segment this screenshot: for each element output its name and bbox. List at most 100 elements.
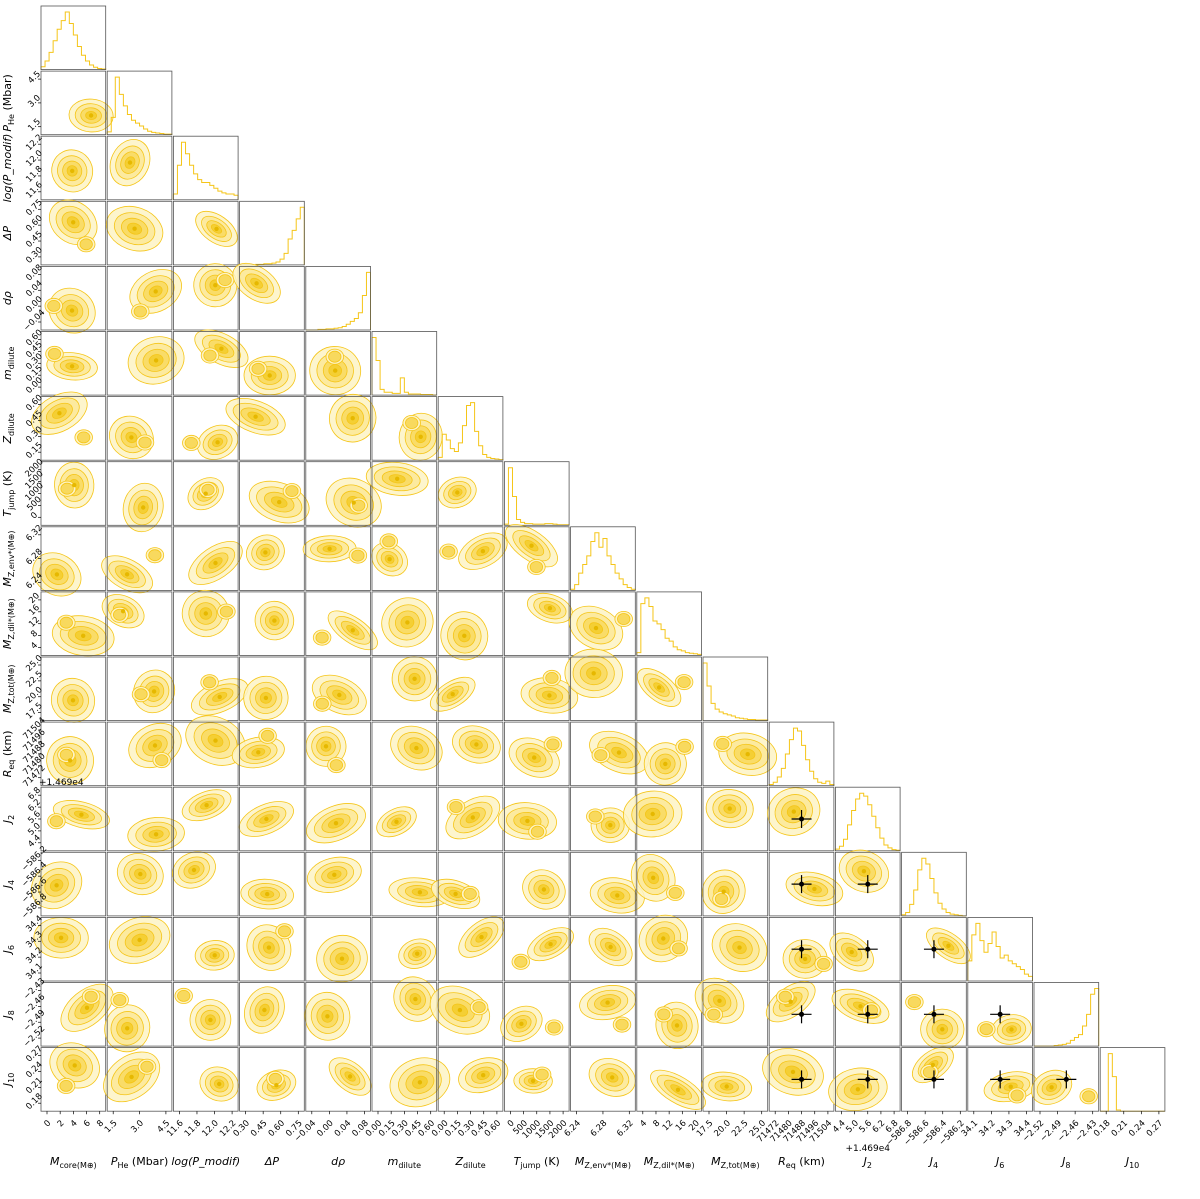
contour-panel-4-8 (302, 526, 371, 591)
contour-peak-0-13 (54, 883, 59, 888)
contour-lobe-1-16-1 (140, 1060, 154, 1073)
histogram-step-15 (1034, 988, 1100, 1047)
panel-frame-14-16 (967, 1047, 1033, 1112)
contour-peak-2-5 (219, 346, 224, 351)
contour-peak-4-16 (347, 1074, 353, 1079)
panel-frame-3-13 (239, 851, 305, 917)
xlabel-16: J10 (1124, 1155, 1139, 1170)
observation-marker-1 (791, 875, 812, 894)
histogram-panel-8-8 (570, 526, 636, 591)
contour-peak-6-12 (470, 815, 475, 820)
contour-lobe-1-11-1 (155, 754, 169, 766)
xtick-label-16-1: 0.21 (1110, 1118, 1130, 1138)
contour-peak-12-16 (855, 1087, 861, 1092)
contour-peak-11-13 (812, 886, 817, 892)
contour-peak-12-13 (861, 869, 867, 874)
xtick-label-0-4: 8 (95, 1118, 106, 1129)
contour-panel-0-2: 11.611.812.012.2 log(P_modif) (1, 133, 107, 202)
contour-peak-8-14 (608, 944, 613, 950)
contour-lobe-2-9-1 (219, 605, 233, 618)
contour-lobe-7-12-1 (530, 825, 545, 838)
observation-marker-3 (791, 1005, 812, 1024)
contour-panel-9-11 (636, 721, 702, 787)
ytick-label-10-2: 22.5 (24, 669, 44, 689)
histogram-step-6 (437, 402, 504, 461)
contour-peak-4-6 (350, 416, 355, 421)
xtick-label-1-0: 1.5 (103, 1118, 120, 1135)
contour-panel-1-9 (101, 591, 173, 656)
contour-panel-2-9 (172, 589, 239, 656)
contour-peak-3-9 (272, 618, 277, 623)
contour-panel-1-10 (106, 656, 176, 721)
contour-lobe-2-6-1 (184, 436, 198, 449)
contour-panel-3-13 (239, 851, 305, 917)
panel-frame-3-8 (239, 526, 305, 591)
observation-marker-11 (923, 1070, 944, 1089)
panel-frame-0-0 (40, 5, 107, 70)
contour-lobe-11-15-1 (778, 990, 792, 1003)
histogram-panel-9-9 (636, 591, 702, 656)
xtick-label-4-1: 0.00 (315, 1118, 335, 1138)
contour-peak-3-10 (263, 695, 269, 701)
contour-peak-1-3 (132, 226, 137, 231)
contour-peak-1-2 (127, 160, 133, 165)
contour-peak-13-15 (940, 1027, 945, 1032)
contour-lobe-8-12-1 (588, 810, 602, 823)
panel-frame-11-11 (768, 721, 835, 787)
panel-frame-14-15 (967, 982, 1033, 1047)
contour-lobe-9-11-1 (677, 740, 692, 753)
contour-lobe-1-10-1 (134, 688, 148, 701)
histogram-panel-7-7 (503, 461, 570, 526)
panel-frame-5-6 (371, 396, 438, 461)
contour-peak-2-14 (212, 953, 217, 958)
contour-panel-2-5 (172, 329, 249, 396)
contour-peak-10-16 (724, 1084, 729, 1089)
panel-frame-6-13 (437, 851, 504, 917)
contour-panel-3-15 (239, 982, 305, 1047)
xtick-label-10-0: 17.5 (695, 1118, 715, 1138)
contour-peak-9-13 (651, 875, 656, 880)
contour-panel-6-11 (437, 721, 504, 787)
contour-lobe-11-14-1 (816, 958, 831, 970)
contour-panel-10-15 (694, 977, 769, 1047)
ylabel-6: Zdilute (1, 413, 16, 444)
contour-peak-10-13 (721, 889, 726, 894)
ytick-label-9-1: 8 (29, 629, 40, 640)
xtick-label-8-0: 6.24 (563, 1118, 583, 1138)
contour-peak-0-15 (84, 1005, 90, 1010)
contour-peak-11-14 (802, 956, 808, 962)
panel-frame-7-15 (503, 982, 570, 1047)
ylabel-4: dρ (1, 291, 14, 305)
histogram-panel-5-5 (371, 331, 438, 396)
contour-lobe-14-15-1 (979, 1023, 993, 1036)
panel-frame-1-5 (106, 331, 173, 396)
contour-peak-3-12 (264, 816, 269, 822)
panel-frame-1-3 (106, 200, 173, 266)
xtick-label-7-0: 0 (506, 1118, 517, 1129)
contour-panel-2-12 (172, 786, 239, 852)
contour-lobe-1-15-1 (113, 994, 127, 1006)
contour-panel-7-14 (503, 917, 574, 982)
contour-panel-1-15 (104, 982, 173, 1053)
contour-peak-4-10 (337, 692, 342, 698)
contour-peak-2-16 (217, 1081, 222, 1087)
contour-lobe-0-6-1 (77, 431, 91, 444)
panel-frame-4-7 (305, 461, 371, 526)
contour-peak-13-16 (930, 1062, 936, 1068)
contour-peak-0-9 (81, 633, 86, 638)
contour-peak-5-13 (417, 890, 423, 895)
contour-lobe-4-11-1 (329, 759, 343, 771)
contour-peak-0-3 (71, 220, 76, 225)
contour-peak-4-13 (332, 872, 337, 877)
contour-panel-3-4 (232, 262, 305, 331)
panel-frame-14-14 (967, 917, 1033, 982)
contour-panel-5-6 (371, 396, 443, 461)
contour-lobe-4-9-1 (315, 631, 329, 644)
contour-peak-11-16 (790, 1069, 796, 1075)
contour-panel-9-13 (630, 851, 702, 917)
panel-frame-16-16 (1099, 1047, 1166, 1112)
contour-panel-2-6 (172, 396, 239, 461)
